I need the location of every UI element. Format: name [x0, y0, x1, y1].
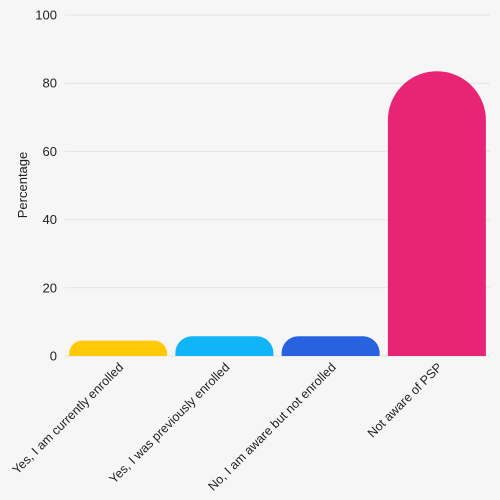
y-tick-label: 60 — [43, 144, 57, 159]
bar-4 — [387, 71, 486, 356]
bar-2 — [175, 336, 274, 356]
y-tick-label: 40 — [43, 212, 57, 227]
y-axis-ticks: 0 20 40 60 80 100 — [35, 8, 57, 364]
y-tick-label: 80 — [43, 76, 57, 91]
y-axis-title: Percentage — [15, 152, 30, 219]
y-tick-label: 0 — [50, 349, 57, 364]
y-tick-label: 100 — [35, 8, 57, 23]
x-category-label: Yes, I am currently enrolled — [10, 360, 127, 477]
bar-3 — [281, 336, 380, 356]
x-category-label: Not aware of PSP — [365, 360, 445, 440]
bars — [69, 71, 486, 356]
y-tick-label: 20 — [43, 280, 57, 295]
bar-1 — [69, 340, 168, 356]
x-category-label: Yes, I was previously enrolled — [106, 360, 232, 486]
x-category-label: No, I am aware but not enrolled — [206, 360, 339, 493]
